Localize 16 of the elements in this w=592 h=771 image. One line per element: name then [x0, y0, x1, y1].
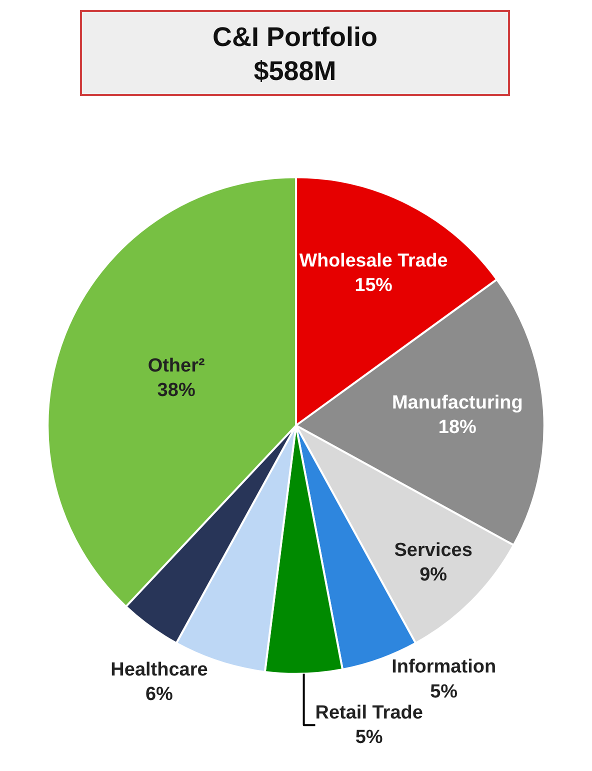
- slice-label: Healthcare: [110, 660, 208, 681]
- slice-label: Retail Trade: [315, 702, 423, 724]
- slice-label: Manufacturing: [392, 392, 523, 414]
- slice-label: Other²: [148, 355, 205, 376]
- data-label: 15%: [354, 274, 393, 295]
- data-label: 18%: [438, 417, 477, 438]
- data-label: 5%: [430, 681, 458, 702]
- slice-label: Wholesale Trade: [299, 250, 448, 270]
- data-label: 5%: [355, 726, 383, 748]
- slice-label: Services: [394, 540, 472, 561]
- data-label: 9%: [420, 564, 448, 586]
- data-label: 6%: [145, 684, 174, 706]
- data-label: 38%: [157, 380, 196, 401]
- slice-label: Information: [392, 656, 496, 678]
- chart-subtitle: $588M: [252, 55, 338, 88]
- chart-title: C&I Portfolio: [212, 21, 378, 54]
